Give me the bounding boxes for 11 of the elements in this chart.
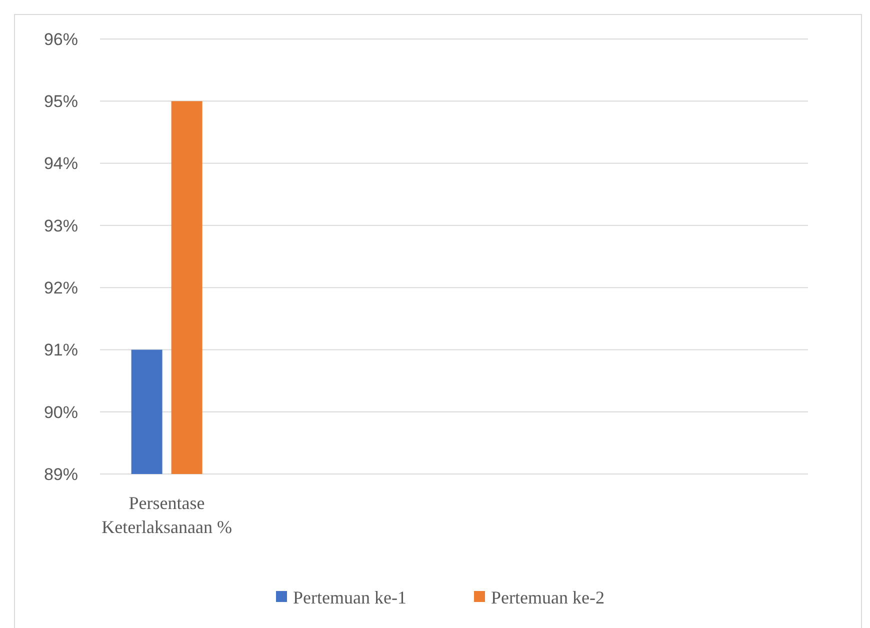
x-tick-label: Persentase Keterlaksanaan % <box>102 493 232 537</box>
y-tick-label: 89% <box>44 464 78 484</box>
legend-label: Pertemuan ke-1 <box>293 587 406 608</box>
y-tick-label: 91% <box>44 340 78 360</box>
y-tick-label: 90% <box>44 402 78 422</box>
y-tick-label: 96% <box>44 30 78 49</box>
legend-label: Pertemuan ke-2 <box>491 587 604 608</box>
y-tick-label: 93% <box>44 216 78 236</box>
y-tick-label: 92% <box>44 278 78 298</box>
y-tick-label: 94% <box>44 154 78 174</box>
y-tick-label: 95% <box>44 92 78 112</box>
